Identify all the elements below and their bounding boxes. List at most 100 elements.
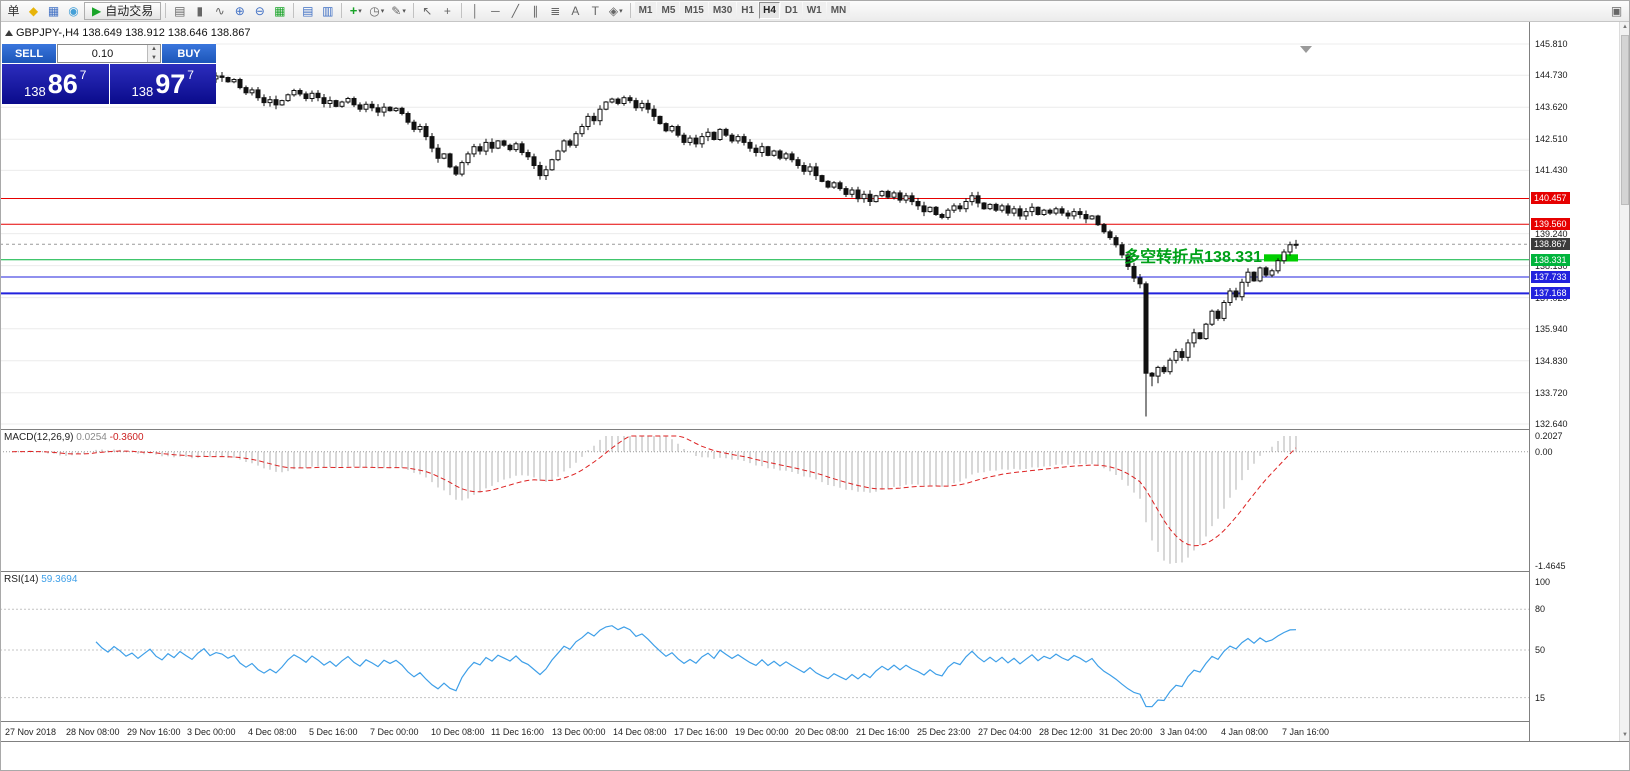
charts-button[interactable]: ▦ [44,2,63,20]
time-axis-label: 31 Dec 20:00 [1099,727,1153,737]
chevron-down-icon: ▾ [619,7,623,15]
timeframe-m5-button[interactable]: M5 [657,2,680,19]
panel-separator[interactable] [0,571,1619,572]
horizontal-line-tool-button[interactable]: ─ [486,2,505,20]
text-tool-button[interactable]: A [566,2,585,20]
zoom-in-button[interactable]: ⊕ [230,2,249,20]
price-axis-label: 143.620 [1535,102,1568,112]
candlestick-chart-button[interactable]: ▮ [190,2,209,20]
toolbar-separator [412,3,414,18]
time-axis-label: 13 Dec 00:00 [552,727,606,737]
chart-shift-marker [1300,46,1312,53]
price-axis-label: 142.510 [1535,134,1568,144]
indicators-button[interactable]: + ▾ [346,2,365,20]
order-button[interactable]: 单 [4,2,23,20]
arrange-windows-button[interactable]: ▥ [318,2,337,20]
market-watch-button[interactable]: ◉ [64,2,83,20]
new-order-button[interactable]: ◆ [24,2,43,20]
text-label-tool-button[interactable]: T [586,2,605,20]
timeframe-h4-button[interactable]: H4 [759,2,780,19]
timeframe-m30-button[interactable]: M30 [708,2,737,19]
time-axis[interactable]: 27 Nov 2018 28 Nov 08:00 29 Nov 16:00 3 Dec… [0,722,1529,741]
timeframe-mn-button[interactable]: MN [826,2,851,19]
rsi-chart[interactable] [0,572,1529,721]
autotrading-label: 自动交易 [105,4,154,18]
price-axis[interactable]: 145.810 144.730 143.620 142.510 141.430 139.2… [1529,22,1619,741]
price-axis-label: 145.810 [1535,39,1568,49]
vertical-scrollbar[interactable]: ▲ ▼ [1619,22,1630,741]
macd-axis-label: 0.2027 [1535,431,1563,441]
time-axis-label: 17 Dec 16:00 [674,727,728,737]
time-axis-label: 19 Dec 00:00 [735,727,789,737]
timeframe-m1-button[interactable]: M1 [634,2,657,19]
cascade-windows-button[interactable]: ▤ [298,2,317,20]
crosshair-tool-button[interactable]: + [438,2,457,20]
price-tag: 137.168 [1531,287,1570,299]
timeframe-w1-button[interactable]: W1 [802,2,826,19]
rsi-name: RSI(14) [4,574,39,585]
turning-point-annotation[interactable]: 多空转折点138.331 [1124,249,1262,266]
rsi-axis-label: 80 [1535,604,1546,614]
rsi-axis-label: 100 [1535,577,1551,587]
volume-input[interactable]: 0.10 ▲ ▼ [57,44,161,63]
zoom-out-button[interactable]: ⊖ [250,2,269,20]
order-label: 单 [7,4,20,18]
sell-button[interactable]: SELL [2,44,56,63]
panel-separator[interactable] [0,721,1619,722]
tile-windows-icon: ▦ [274,3,286,18]
shapes-tool-button[interactable]: ◈ ▾ [606,2,626,20]
window-button[interactable]: ▣ [1607,2,1626,20]
channel-icon: ∥ [532,3,539,18]
timeframe-d1-button[interactable]: D1 [780,2,802,19]
volume-value[interactable]: 0.10 [91,47,114,60]
one-click-toggle-icon[interactable] [5,30,13,36]
text-label-icon: T [591,3,599,18]
periods-button[interactable]: ◷ ▾ [366,2,387,20]
fibonacci-tool-button[interactable]: ≣ [546,2,565,20]
line-chart-button[interactable]: ∿ [210,2,229,20]
templates-button[interactable]: ✎ ▾ [388,2,409,20]
toolbar: 单 ◆ ▦ ◉ ▶ 自动交易 ▤ ▮ ∿ ⊕ ⊖ ▦ ▤ ▥ + ▾ ◷ ▾ ✎ ▾ … [0,0,1630,22]
zoom-out-icon: ⊖ [254,3,265,18]
text-icon: A [571,3,580,18]
zoom-in-icon: ⊕ [234,3,245,18]
buy-price-big-figure: 138 [131,84,154,99]
buy-button[interactable]: BUY [162,44,216,63]
cursor-tool-button[interactable]: ↖ [418,2,437,20]
toolbar-separator [341,3,343,18]
buy-price-button[interactable]: 138 97 7 [109,64,216,104]
channel-tool-button[interactable]: ∥ [526,2,545,20]
panel-separator[interactable] [0,429,1619,430]
rsi-line [95,625,1297,708]
bar-chart-button[interactable]: ▤ [170,2,189,20]
turning-point-box [1264,254,1298,262]
price-axis-label: 138.130 [1535,261,1568,271]
rsi-value: 59.3694 [41,574,78,585]
time-axis-label: 4 Dec 08:00 [248,727,297,737]
line-chart-icon: ∿ [214,3,225,18]
macd-signal-value: -0.3600 [109,432,144,443]
rsi-axis-label: 50 [1535,645,1546,655]
price-tag: 138.331 [1531,254,1570,266]
scrollbar-up-button[interactable]: ▲ [1622,24,1628,30]
rsi-panel: RSI(14) 59.3694 [0,572,1529,721]
scrollbar-down-button[interactable]: ▼ [1622,732,1628,738]
timeframe-m15-button[interactable]: M15 [680,2,708,19]
macd-chart[interactable] [0,430,1529,571]
timeframe-h1-button[interactable]: H1 [737,2,759,19]
window-bottom-border [0,741,1630,742]
volume-up-button[interactable]: ▲ [148,45,160,54]
scrollbar-thumb[interactable] [1621,35,1629,205]
tile-windows-button[interactable]: ▦ [270,2,289,20]
fibonacci-icon: ≣ [550,3,561,18]
volume-down-button[interactable]: ▼ [148,53,160,62]
vertical-line-tool-button[interactable]: │ [466,2,485,20]
chevron-down-icon: ▾ [380,7,385,15]
autotrading-button[interactable]: ▶ 自动交易 [84,1,162,20]
price-axis-label: 134.830 [1535,356,1568,366]
sell-price-button[interactable]: 138 86 7 [2,64,109,104]
candlestick-chart[interactable] [0,22,1529,429]
trendline-tool-button[interactable]: ╱ [506,2,525,20]
price-tag: 138.867 [1531,238,1570,250]
quote-header: GBPJPY-,H4 138.649 138.912 138.646 138.8… [16,27,256,39]
